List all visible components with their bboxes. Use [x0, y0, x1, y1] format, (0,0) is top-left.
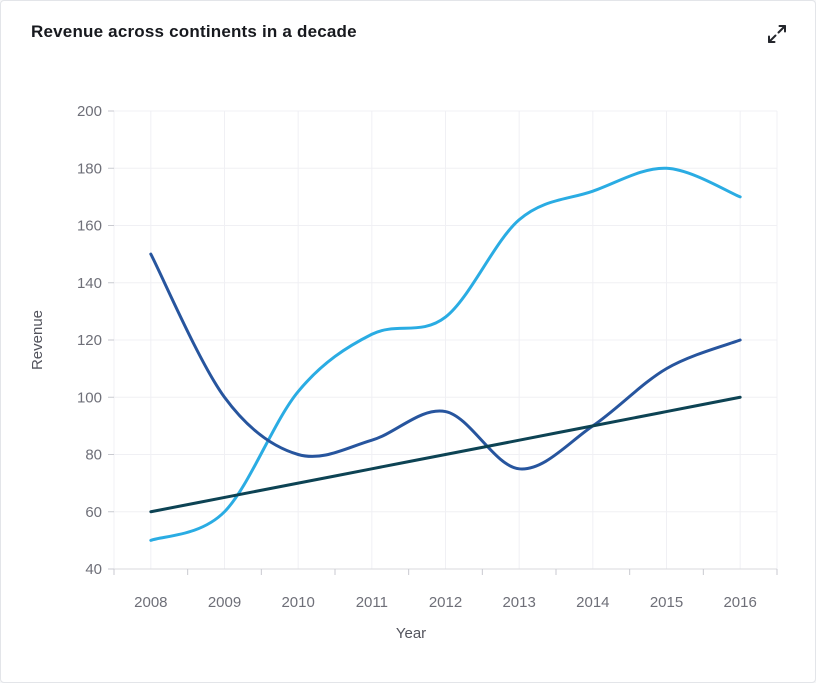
y-tick-label: 60 [85, 504, 102, 521]
expand-button[interactable] [763, 20, 791, 48]
card-header: Revenue across continents in a decade [1, 1, 815, 61]
series-line-dark-blue-series [149, 252, 742, 471]
x-tick-label: 2014 [576, 594, 609, 611]
y-tick-label: 80 [85, 447, 102, 464]
y-tick-label: 180 [77, 160, 102, 177]
expand-diagonal-arrows-icon [765, 25, 789, 49]
series-lines [149, 166, 742, 542]
y-tick-label: 160 [77, 218, 102, 235]
y-tick-label: 140 [77, 275, 102, 292]
series-line-dark-teal-series [149, 395, 742, 514]
y-tick-label: 100 [77, 389, 102, 406]
series-line-light-blue-series [149, 166, 742, 542]
y-tick-label: 40 [85, 561, 102, 578]
x-tick-label: 2016 [723, 594, 756, 611]
x-tick-label: 2015 [650, 594, 683, 611]
x-tick-label: 2011 [356, 594, 388, 611]
tick-marks [108, 110, 778, 575]
y-tick-label: 200 [77, 103, 102, 120]
x-tick-label: 2008 [134, 594, 167, 611]
x-tick-label: 2010 [281, 594, 314, 611]
x-tick-label: 2012 [429, 594, 462, 611]
y-tick-label: 120 [77, 332, 102, 349]
chart-title: Revenue across continents in a decade [31, 22, 357, 41]
x-axis-labels: 2008 2009 2010 2011 2012 2013 2014 2015 2016 [134, 594, 757, 611]
x-tick-label: 2013 [502, 594, 535, 611]
y-axis-labels: 40 60 80 100 120 140 160 180 200 [77, 103, 102, 578]
y-axis-name: Revenue [29, 310, 46, 370]
x-axis-name: Year [396, 625, 426, 642]
x-tick-label: 2009 [208, 594, 241, 611]
